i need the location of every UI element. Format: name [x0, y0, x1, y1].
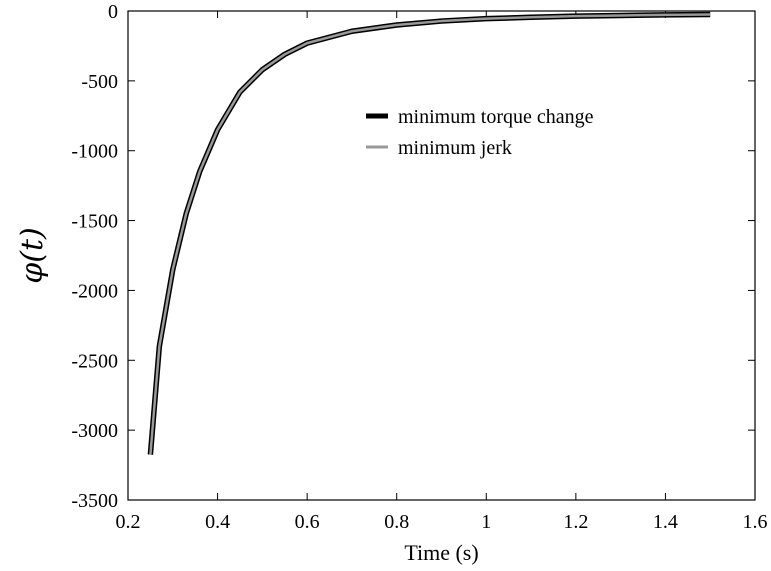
y-tick-label: -500 [81, 71, 118, 93]
series-line-minimum-jerk [149, 13, 711, 455]
x-tick-label: 0.6 [295, 511, 320, 533]
legend-label-minimum-torque-change: minimum torque change [398, 106, 594, 128]
y-tick-label: 0 [108, 1, 118, 23]
x-tick-label: 1.4 [653, 511, 678, 533]
series-layer [147, 11, 711, 455]
legend: minimum torque change minimum jerk [366, 106, 594, 159]
y-axis-ticks: 0 -500 -1000 -1500 -2000 -2500 -3000 -3500 [71, 1, 755, 512]
x-axis-ticks: 0.2 0.4 0.6 0.8 1 1.2 1.4 1.6 [116, 11, 768, 533]
y-tick-label: -3000 [71, 420, 118, 442]
x-axis-label: Time (s) [404, 540, 478, 565]
x-tick-label: 0.8 [384, 511, 409, 533]
x-tick-label: 1.2 [563, 511, 588, 533]
x-tick-label: 1 [481, 511, 491, 533]
x-tick-label: 1.6 [743, 511, 768, 533]
y-tick-label: -1500 [71, 211, 118, 233]
x-tick-label: 0.2 [116, 511, 141, 533]
plot-area [127, 10, 756, 501]
legend-label-minimum-jerk: minimum jerk [398, 137, 512, 159]
y-tick-label: -1000 [71, 141, 118, 163]
y-axis-label: φ(t) [15, 227, 50, 283]
x-tick-label: 0.4 [205, 511, 230, 533]
y-tick-label: -3500 [71, 490, 118, 512]
y-tick-label: -2000 [71, 280, 118, 302]
y-tick-label: -2500 [71, 350, 118, 372]
